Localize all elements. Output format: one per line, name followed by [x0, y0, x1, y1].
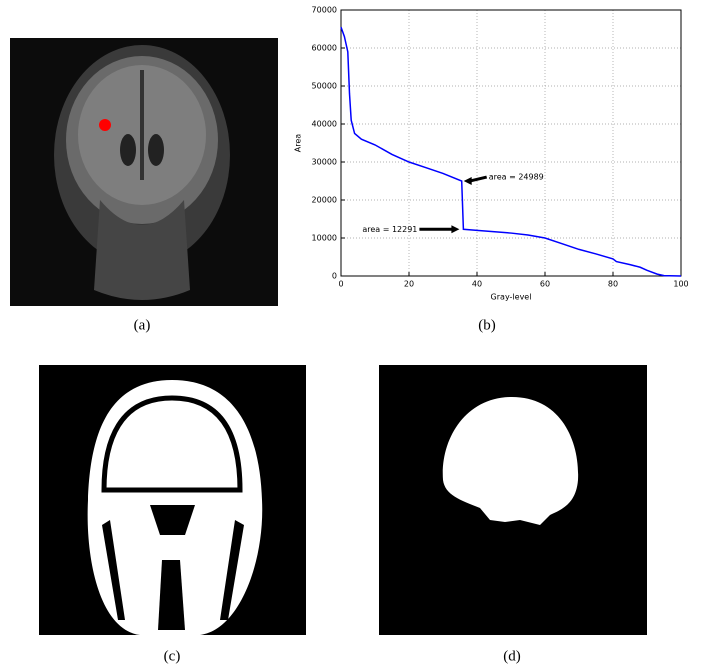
- seed-point: [99, 119, 111, 131]
- annotation-arrow: [470, 177, 487, 181]
- y-tick-label: 20000: [312, 196, 337, 205]
- chart: Gray-level Area 0 10000 20000 30000 40000 500…: [294, 6, 689, 302]
- data-line: [341, 27, 681, 276]
- y-tick-label: 30000: [312, 158, 337, 167]
- thresholded-image: [39, 365, 306, 635]
- y-axis-label: Area: [294, 134, 303, 153]
- annotation-arrowhead: [451, 225, 459, 233]
- x-tick-label: 40: [472, 280, 482, 289]
- y-tick-label: 70000: [312, 6, 337, 15]
- x-tick-label: 100: [673, 280, 688, 289]
- caption: (b): [478, 317, 496, 333]
- x-axis-label: Gray-level: [491, 293, 532, 302]
- figure: Gray-level Area 0 10000 20000 30000 40000 500…: [0, 0, 701, 668]
- x-tick-label: 20: [404, 280, 414, 289]
- y-tick-label: 0: [332, 272, 337, 281]
- caption: (c): [164, 648, 181, 664]
- y-tick-label: 40000: [312, 120, 337, 129]
- y-tick-label: 60000: [312, 44, 337, 53]
- x-tick-label: 60: [540, 280, 550, 289]
- caption: (d): [503, 648, 521, 664]
- mri-image: [10, 38, 278, 306]
- page: Gray-level Area 0 10000 20000 30000 40000 500…: [0, 0, 701, 668]
- x-tick-label: 0: [338, 280, 343, 289]
- annotation-arrowhead: [464, 177, 472, 185]
- annotation: area = 24989: [489, 173, 544, 182]
- x-tick-label: 80: [608, 280, 618, 289]
- y-tick-label: 10000: [312, 234, 337, 243]
- plot-frame: [341, 10, 681, 276]
- y-tick-label: 50000: [312, 82, 337, 91]
- annotation: area = 12291: [362, 225, 417, 234]
- segmented-image: [379, 365, 647, 635]
- caption: (a): [134, 317, 151, 333]
